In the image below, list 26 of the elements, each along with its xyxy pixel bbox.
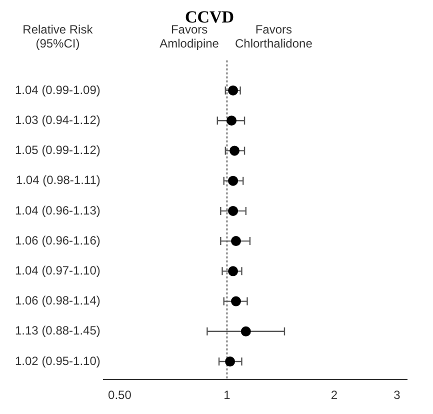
y-tick-label: 1.04 (0.97-1.10) [15, 263, 100, 278]
point [228, 206, 238, 216]
y-tick-label: 1.06 (0.98-1.14) [15, 294, 100, 308]
y-tick-label: 1.02 (0.95-1.10) [15, 354, 100, 368]
point [240, 326, 251, 336]
point [230, 296, 241, 306]
point [228, 85, 238, 96]
y-tick-label: 1.04 (0.96-1.13) [15, 203, 100, 218]
x-tick-label: 0.50 [108, 388, 132, 402]
point [228, 266, 238, 276]
y-tick-label: 1.04 (0.98-1.11) [16, 173, 100, 188]
y-axis-title: Relative Risk (95%CI) [22, 22, 94, 51]
x-tick-label: 1 [224, 388, 231, 402]
text: Favors Chlorthalidone [234, 22, 313, 51]
x-tick-label: 3 [394, 388, 401, 402]
y-tick-label: 1.05 (0.99-1.12) [15, 143, 100, 158]
y-tick-label: 1.13 (0.88-1.45) [15, 324, 100, 338]
point [226, 116, 237, 126]
y-tick-label: 1.04 (0.99-1.09) [15, 82, 100, 97]
point [225, 356, 236, 367]
y-tick-label: 1.03 (0.94-1.12) [15, 112, 100, 127]
point [228, 176, 238, 186]
point [230, 236, 241, 246]
y-tick-label: 1.06 (0.96-1.16) [15, 233, 100, 248]
x-tick-label: 2 [330, 388, 338, 402]
point [230, 146, 240, 156]
